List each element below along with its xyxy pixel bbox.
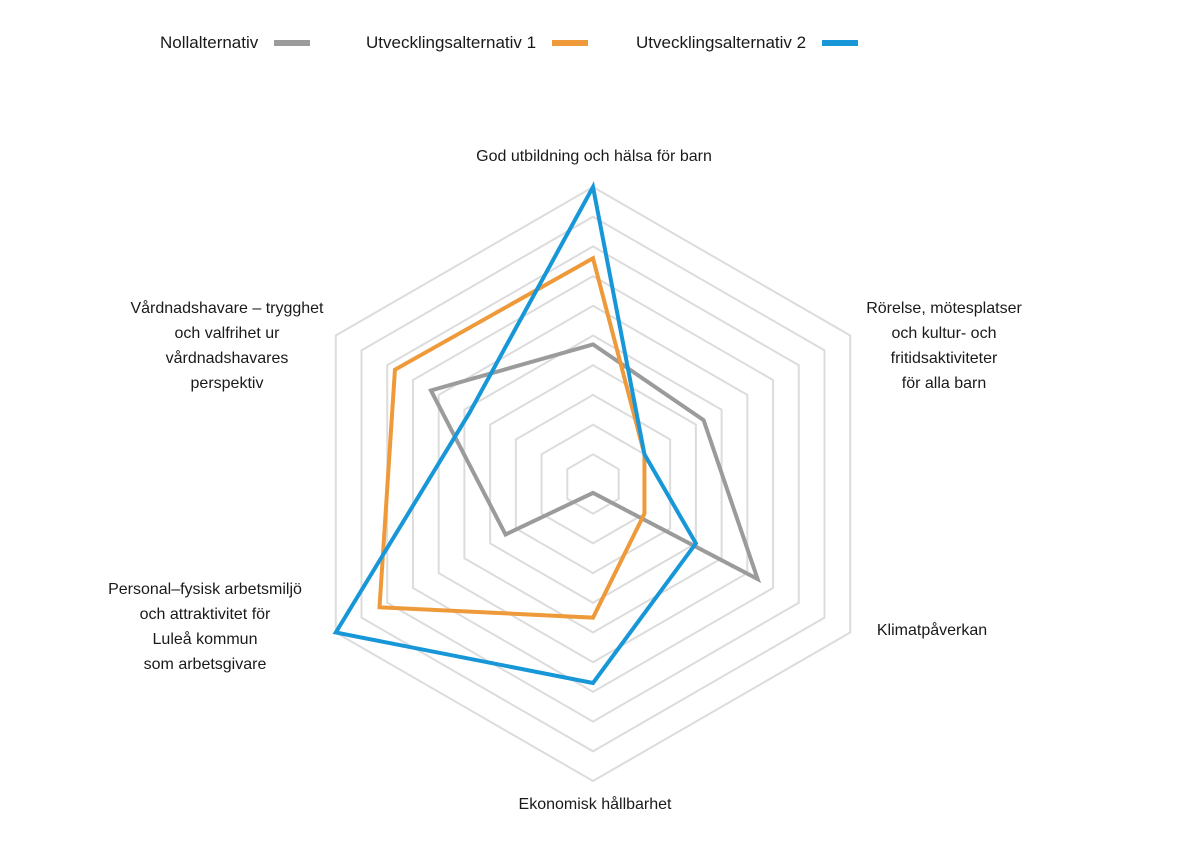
axis-label-line: och attraktivitet för — [139, 606, 271, 623]
axis-label-line: perspektiv — [190, 375, 264, 392]
axis-label-vardnadshavare: Vårdnadshavare – trygghet och valfrihet … — [102, 296, 352, 396]
grid-ring — [386, 245, 800, 723]
axis-label-line: och kultur- och — [891, 325, 997, 342]
axis-label-line: fritidsaktiviteter — [890, 350, 998, 367]
legend-label: Utvecklingsalternativ 2 — [636, 33, 807, 52]
grid-ring — [489, 364, 697, 604]
axis-label-line: och valfrihet ur — [174, 325, 280, 342]
grid-ring — [334, 185, 852, 783]
legend-swatch — [822, 40, 859, 46]
grid-ring — [540, 423, 646, 545]
legend-item-utvecklingsalternativ-1: Utvecklingsalternativ 1 — [366, 32, 589, 54]
axis-label-rorelse: Rörelse, mötesplatser och kultur- och fr… — [834, 296, 1054, 396]
grid-ring — [463, 334, 723, 634]
legend-label: Utvecklingsalternativ 1 — [366, 33, 537, 52]
grid-ring — [437, 304, 749, 664]
axis-label-line: Vårdnadshavare – trygghet — [130, 300, 324, 317]
axis-label-line: vårdnadshavares — [165, 350, 289, 367]
legend-item-nollalternativ: Nollalternativ — [160, 32, 311, 54]
axis-label-god-utbildning: God utbildning och hälsa för barn — [444, 144, 744, 169]
legend-label: Nollalternativ — [160, 33, 259, 52]
series-line-0 — [428, 342, 762, 584]
axis-label-ekonomisk-hallbarhet: Ekonomisk hållbarhet — [470, 792, 720, 817]
axis-label-line: God utbildning och hälsa för barn — [476, 148, 712, 165]
axis-label-line: Luleå kommun — [152, 631, 258, 648]
grid-ring — [360, 215, 826, 753]
axis-label-line: som arbetsgivare — [143, 656, 267, 673]
grid-ring — [411, 274, 775, 694]
legend-item-utvecklingsalternativ-2: Utvecklingsalternativ 2 — [636, 32, 859, 54]
axis-label-line: Personal–fysisk arbetsmiljö — [108, 581, 302, 598]
axis-label-line: för alla barn — [901, 375, 987, 392]
axis-label-line: Rörelse, mötesplatser — [866, 300, 1022, 317]
grid-ring — [566, 453, 620, 515]
series-line-2 — [332, 181, 699, 686]
legend-swatch — [552, 40, 589, 46]
legend-swatch — [274, 40, 311, 46]
axis-label-klimatpaverkan: Klimatpåverkan — [852, 618, 1012, 643]
axis-label-line: Klimatpåverkan — [876, 622, 988, 639]
axis-label-personal: Personal–fysisk arbetsmiljö och attrakti… — [80, 577, 330, 677]
grid-ring — [514, 393, 672, 575]
axis-label-line: Ekonomisk hållbarhet — [518, 796, 672, 813]
